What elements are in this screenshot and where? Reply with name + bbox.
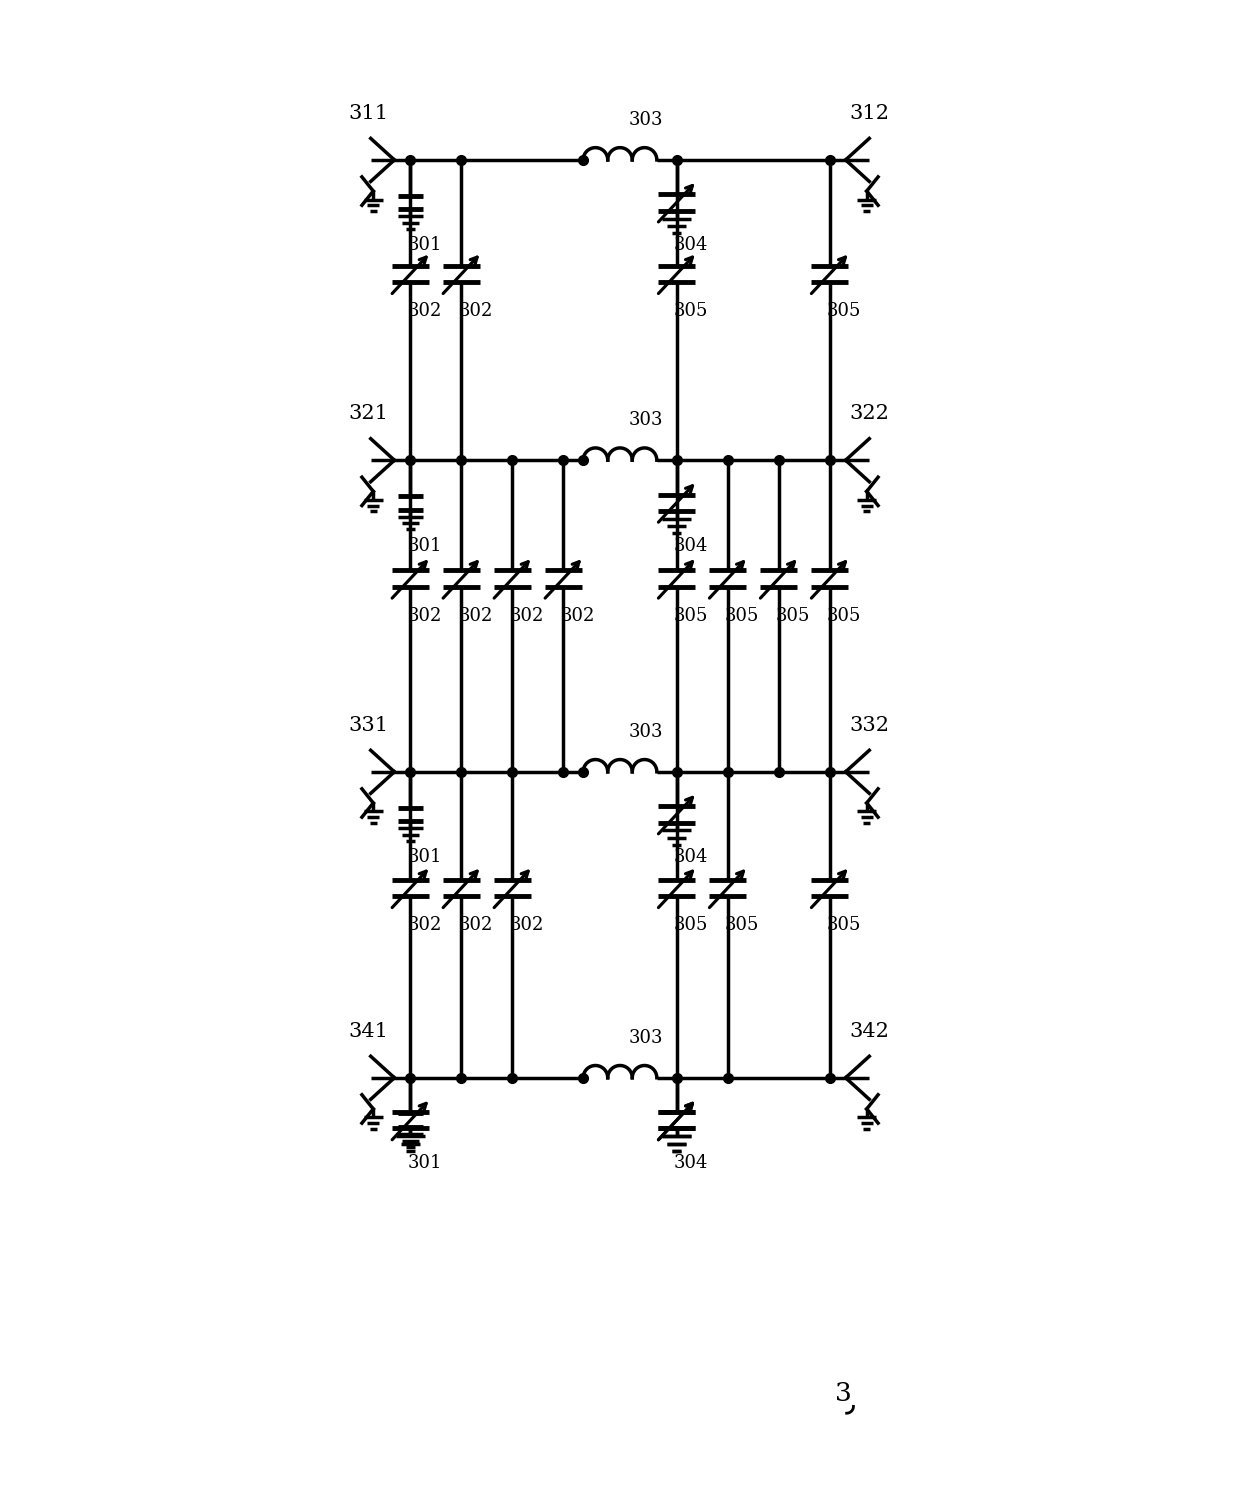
Text: 302: 302 <box>408 607 441 625</box>
Text: 305: 305 <box>673 916 708 934</box>
Text: 305: 305 <box>673 302 708 320</box>
Text: 302: 302 <box>510 916 544 934</box>
Text: 305: 305 <box>827 302 861 320</box>
Text: 303: 303 <box>629 110 663 129</box>
Text: 321: 321 <box>348 404 388 424</box>
Text: 305: 305 <box>673 607 708 625</box>
Text: 302: 302 <box>510 607 544 625</box>
Text: 302: 302 <box>408 302 441 320</box>
Text: 304: 304 <box>673 236 708 254</box>
Text: 305: 305 <box>725 607 759 625</box>
Text: 302: 302 <box>459 607 492 625</box>
Text: 311: 311 <box>348 104 388 123</box>
Text: 304: 304 <box>673 537 708 555</box>
Text: 304: 304 <box>673 848 708 867</box>
Text: 305: 305 <box>776 607 810 625</box>
Text: 303: 303 <box>629 410 663 430</box>
Text: 303: 303 <box>629 1029 663 1047</box>
Text: 302: 302 <box>459 916 492 934</box>
Text: 305: 305 <box>725 916 759 934</box>
Text: 303: 303 <box>629 723 663 741</box>
Text: 301: 301 <box>408 1154 441 1172</box>
Text: 302: 302 <box>560 607 595 625</box>
Text: 304: 304 <box>673 1154 708 1172</box>
Text: 302: 302 <box>459 302 492 320</box>
Text: 342: 342 <box>849 1022 889 1041</box>
Text: 312: 312 <box>849 104 889 123</box>
Text: 3: 3 <box>836 1381 852 1407</box>
Text: 302: 302 <box>408 916 441 934</box>
Text: 301: 301 <box>408 537 441 555</box>
Text: 301: 301 <box>408 236 441 254</box>
Text: 322: 322 <box>849 404 889 424</box>
Text: 305: 305 <box>827 916 861 934</box>
Text: 332: 332 <box>849 717 889 735</box>
Text: 305: 305 <box>827 607 861 625</box>
Text: 331: 331 <box>348 717 388 735</box>
Text: 301: 301 <box>408 848 441 867</box>
Text: 341: 341 <box>348 1022 388 1041</box>
